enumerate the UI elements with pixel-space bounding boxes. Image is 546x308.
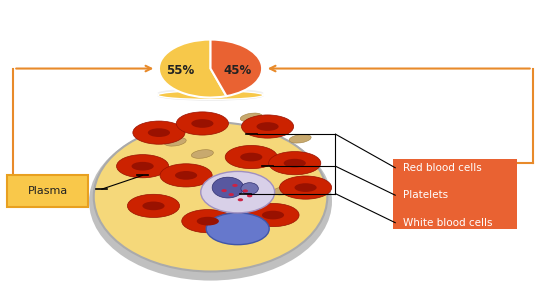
Ellipse shape: [289, 134, 311, 143]
Text: Platelets: Platelets: [403, 190, 448, 200]
Ellipse shape: [158, 91, 263, 101]
Circle shape: [232, 184, 238, 187]
Text: 45%: 45%: [223, 64, 252, 78]
Ellipse shape: [207, 196, 230, 204]
Ellipse shape: [294, 183, 317, 192]
Ellipse shape: [132, 162, 154, 171]
Ellipse shape: [241, 115, 294, 138]
Ellipse shape: [175, 171, 197, 180]
Circle shape: [238, 198, 243, 201]
Ellipse shape: [240, 113, 262, 122]
Ellipse shape: [94, 122, 327, 272]
Text: 55%: 55%: [167, 64, 195, 78]
Ellipse shape: [148, 128, 170, 137]
FancyBboxPatch shape: [393, 159, 518, 229]
Ellipse shape: [262, 211, 284, 219]
FancyBboxPatch shape: [7, 175, 88, 207]
Ellipse shape: [241, 183, 258, 194]
Wedge shape: [211, 39, 262, 96]
Ellipse shape: [225, 145, 277, 169]
Ellipse shape: [257, 122, 278, 131]
Ellipse shape: [197, 217, 219, 225]
Ellipse shape: [192, 150, 213, 158]
Ellipse shape: [127, 194, 180, 217]
Ellipse shape: [158, 91, 263, 99]
Ellipse shape: [133, 121, 185, 144]
Circle shape: [221, 189, 227, 192]
Ellipse shape: [206, 213, 269, 245]
Ellipse shape: [284, 159, 306, 168]
Circle shape: [247, 194, 252, 197]
Ellipse shape: [191, 119, 213, 128]
Ellipse shape: [89, 122, 332, 281]
Ellipse shape: [201, 171, 275, 213]
Ellipse shape: [160, 164, 212, 187]
Ellipse shape: [269, 152, 321, 175]
Ellipse shape: [158, 88, 263, 98]
Ellipse shape: [212, 177, 244, 198]
Circle shape: [242, 189, 248, 192]
Text: White blood cells: White blood cells: [403, 218, 493, 228]
Ellipse shape: [158, 90, 263, 99]
Ellipse shape: [280, 176, 331, 199]
Text: Plasma: Plasma: [27, 186, 68, 196]
Ellipse shape: [176, 112, 228, 135]
Ellipse shape: [247, 204, 299, 227]
Ellipse shape: [182, 209, 234, 233]
Ellipse shape: [164, 137, 186, 146]
Ellipse shape: [116, 155, 169, 178]
Ellipse shape: [240, 153, 262, 161]
Ellipse shape: [209, 173, 261, 196]
Ellipse shape: [273, 186, 295, 195]
Ellipse shape: [224, 180, 246, 189]
Ellipse shape: [143, 201, 164, 210]
Text: Red blood cells: Red blood cells: [403, 163, 482, 173]
Circle shape: [228, 193, 234, 196]
Wedge shape: [159, 39, 227, 98]
